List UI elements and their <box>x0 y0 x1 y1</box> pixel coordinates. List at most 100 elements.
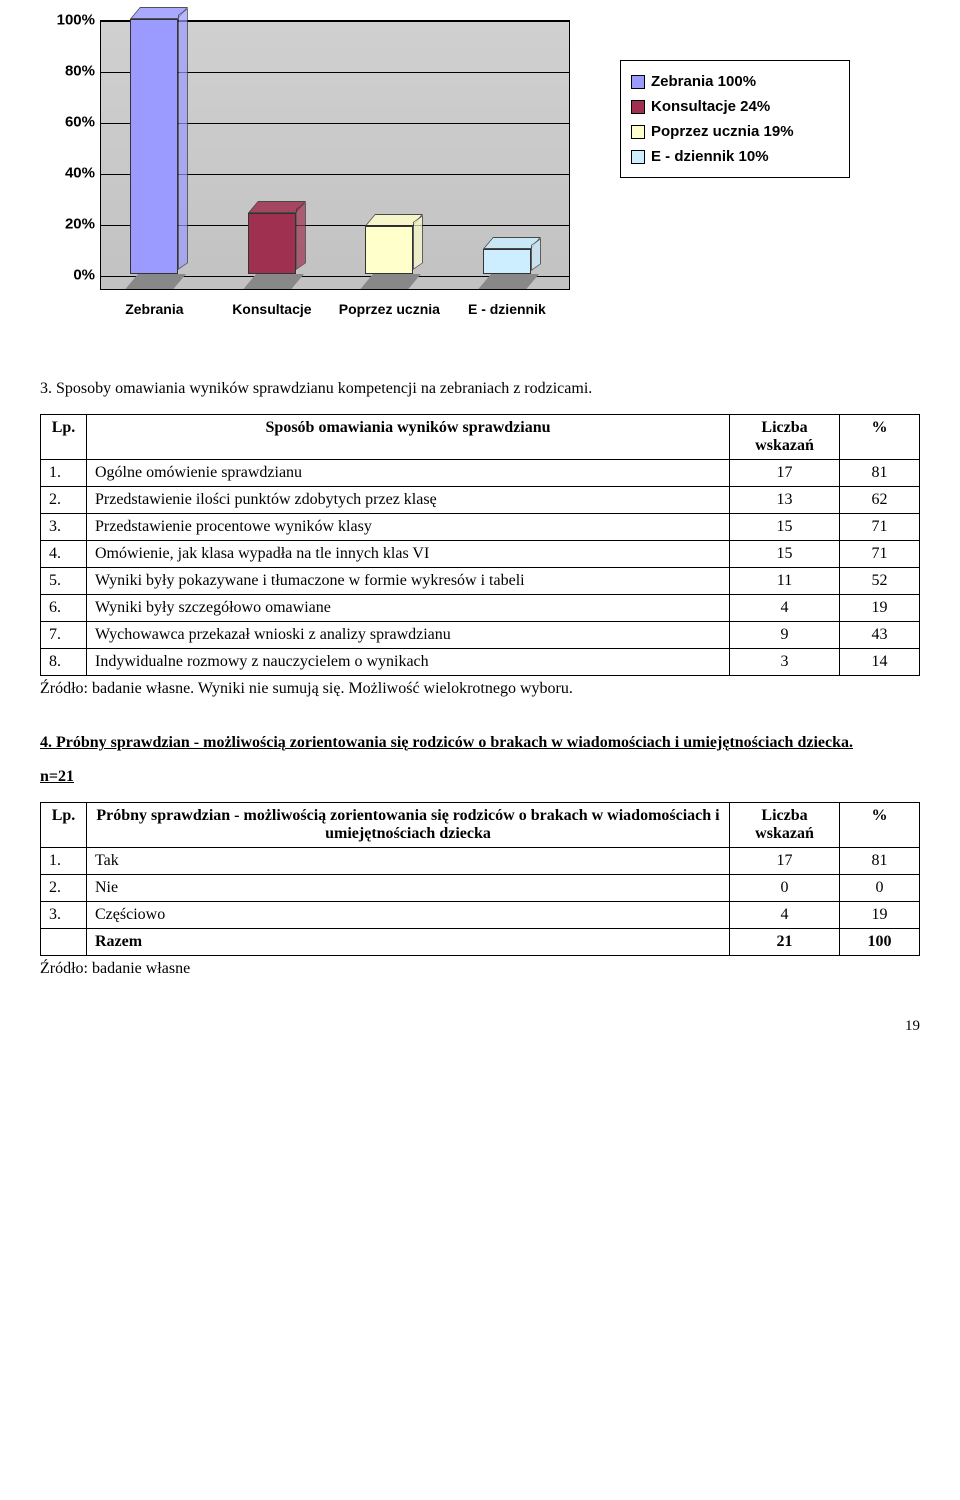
legend-swatch <box>631 100 645 114</box>
cell-desc: Ogólne omówienie sprawdzianu <box>87 460 730 487</box>
table-row: 8.Indywidualne rozmowy z nauczycielem o … <box>41 649 920 676</box>
cell-lp: 2. <box>41 875 87 902</box>
cell-n: 17 <box>730 460 840 487</box>
legend-item: Zebrania 100% <box>631 69 839 94</box>
cell-lp: 3. <box>41 902 87 929</box>
cell-lp: 8. <box>41 649 87 676</box>
cell-lp <box>41 929 87 956</box>
cell-n: 17 <box>730 848 840 875</box>
cell-desc: Wyniki były pokazywane i tłumaczone w fo… <box>87 568 730 595</box>
table-row: 5.Wyniki były pokazywane i tłumaczone w … <box>41 568 920 595</box>
cell-n: 11 <box>730 568 840 595</box>
chart-xtick-label: E - dziennik <box>452 301 562 317</box>
table-row: 2.Przedstawienie ilości punktów zdobytyc… <box>41 487 920 514</box>
chart-xtick-label: Zebrania <box>99 301 209 317</box>
cell-p: 81 <box>840 460 920 487</box>
header-lp: Lp. <box>41 803 87 848</box>
cell-n: 4 <box>730 595 840 622</box>
cell-n: 4 <box>730 902 840 929</box>
cell-desc: Indywidualne rozmowy z nauczycielem o wy… <box>87 649 730 676</box>
legend-swatch <box>631 125 645 139</box>
cell-p: 0 <box>840 875 920 902</box>
cell-p: 71 <box>840 541 920 568</box>
table-row: 1.Ogólne omówienie sprawdzianu1781 <box>41 460 920 487</box>
chart-ytick-label: 20% <box>40 216 95 233</box>
chart-bar <box>365 226 413 274</box>
table-row: 1.Tak1781 <box>41 848 920 875</box>
cell-p: 43 <box>840 622 920 649</box>
chart-container: ZebraniaKonsultacjePoprzez uczniaE - dzi… <box>40 20 920 340</box>
chart-bar-shadow <box>126 274 187 289</box>
cell-lp: 2. <box>41 487 87 514</box>
cell-p: 81 <box>840 848 920 875</box>
cell-desc: Wychowawca przekazał wnioski z analizy s… <box>87 622 730 649</box>
cell-lp: 4. <box>41 541 87 568</box>
cell-desc: Tak <box>87 848 730 875</box>
cell-p: 19 <box>840 595 920 622</box>
cell-n: 15 <box>730 514 840 541</box>
chart-bar-side <box>413 215 423 270</box>
table-total-row: Razem21100 <box>41 929 920 956</box>
cell-desc: Przedstawienie procentowe wyników klasy <box>87 514 730 541</box>
header-lp: Lp. <box>41 415 87 460</box>
header-desc: Sposób omawiania wyników sprawdzianu <box>87 415 730 460</box>
chart-ytick-label: 80% <box>40 63 95 80</box>
cell-desc: Częściowo <box>87 902 730 929</box>
cell-n: 15 <box>730 541 840 568</box>
header-n: Liczba wskazań <box>730 803 840 848</box>
chart-ytick-label: 100% <box>40 12 95 29</box>
header-p: % <box>840 803 920 848</box>
page-number: 19 <box>40 1018 920 1035</box>
cell-n: 21 <box>730 929 840 956</box>
cell-lp: 5. <box>41 568 87 595</box>
cell-p: 62 <box>840 487 920 514</box>
cell-n: 9 <box>730 622 840 649</box>
cell-desc: Nie <box>87 875 730 902</box>
legend-item: Poprzez ucznia 19% <box>631 119 839 144</box>
chart-bar <box>130 19 178 274</box>
cell-total-label: Razem <box>87 929 730 956</box>
legend-item: E - dziennik 10% <box>631 144 839 169</box>
chart-plot-area: ZebraniaKonsultacjePoprzez uczniaE - dzi… <box>100 20 570 290</box>
chart-ytick-label: 40% <box>40 165 95 182</box>
legend-label: Zebrania 100% <box>651 73 756 90</box>
cell-desc: Przedstawienie ilości punktów zdobytych … <box>87 487 730 514</box>
cell-desc: Wyniki były szczegółowo omawiane <box>87 595 730 622</box>
legend-label: Konsultacje 24% <box>651 98 770 115</box>
table-section4: Lp. Próbny sprawdzian - możliwością zori… <box>40 802 920 956</box>
table-row: 3.Przedstawienie procentowe wyników klas… <box>41 514 920 541</box>
cell-lp: 1. <box>41 848 87 875</box>
chart-xtick-label: Konsultacje <box>217 301 327 317</box>
legend-swatch <box>631 75 645 89</box>
table-header-row: Lp. Próbny sprawdzian - możliwością zori… <box>41 803 920 848</box>
cell-p: 14 <box>840 649 920 676</box>
table-row: 6.Wyniki były szczegółowo omawiane419 <box>41 595 920 622</box>
legend-swatch <box>631 150 645 164</box>
chart-bar-side <box>531 237 541 270</box>
table-header-row: Lp. Sposób omawiania wyników sprawdzianu… <box>41 415 920 460</box>
table-row: 7.Wychowawca przekazał wnioski z analizy… <box>41 622 920 649</box>
legend-item: Konsultacje 24% <box>631 94 839 119</box>
chart-bar <box>483 249 531 275</box>
header-desc: Próbny sprawdzian - możliwością zoriento… <box>87 803 730 848</box>
table-row: 4.Omówienie, jak klasa wypadła na tle in… <box>41 541 920 568</box>
bar-chart: ZebraniaKonsultacjePoprzez uczniaE - dzi… <box>40 20 600 340</box>
section3-note: Źródło: badanie własne. Wyniki nie sumuj… <box>40 680 920 698</box>
chart-ytick-label: 60% <box>40 114 95 131</box>
chart-bar-shadow <box>243 274 304 289</box>
chart-bar-shadow <box>361 274 422 289</box>
chart-legend: Zebrania 100% Konsultacje 24% Poprzez uczn… <box>620 60 850 178</box>
cell-desc: Omówienie, jak klasa wypadła na tle inny… <box>87 541 730 568</box>
cell-lp: 7. <box>41 622 87 649</box>
section4-n: n=21 <box>40 768 920 786</box>
chart-bar-side <box>178 8 188 270</box>
section3-title: 3. Sposoby omawiania wyników sprawdzianu… <box>40 380 920 398</box>
chart-bar-shadow <box>478 274 539 289</box>
chart-bar <box>248 213 296 274</box>
cell-p: 52 <box>840 568 920 595</box>
header-n: Liczba wskazań <box>730 415 840 460</box>
legend-label: Poprzez ucznia 19% <box>651 123 794 140</box>
cell-n: 13 <box>730 487 840 514</box>
cell-n: 0 <box>730 875 840 902</box>
chart-ytick-label: 0% <box>40 267 95 284</box>
